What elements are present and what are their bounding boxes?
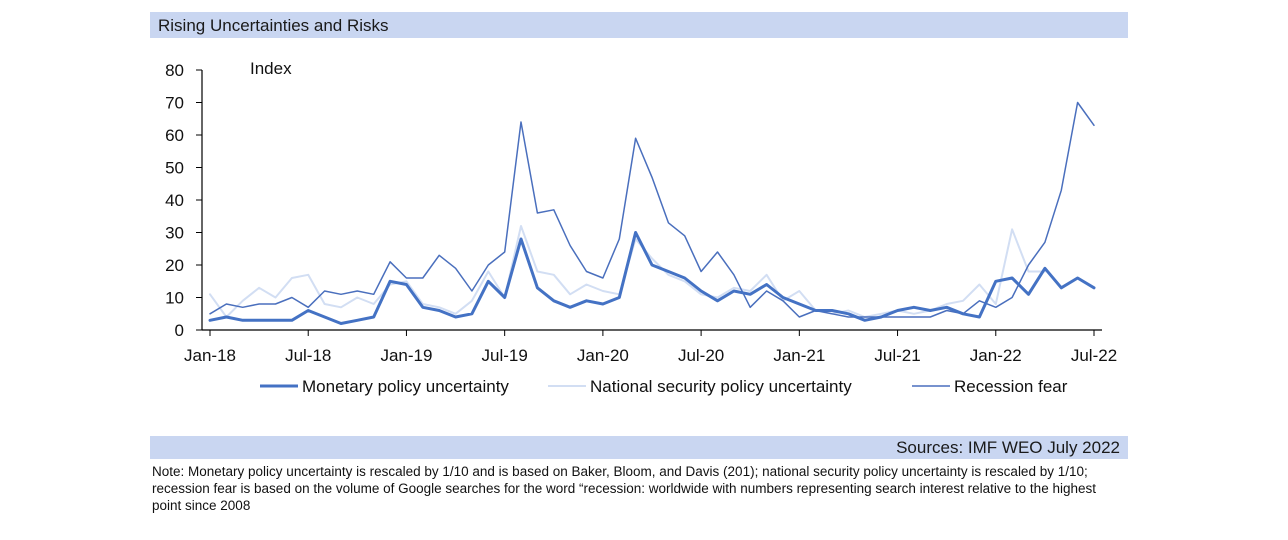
footnote: Note: Monetary policy uncertainty is res… xyxy=(152,464,1096,513)
y-tick-label: 50 xyxy=(165,159,184,178)
x-tick-label: Jul-22 xyxy=(1071,346,1117,365)
title-bar: Rising Uncertainties and Risks xyxy=(150,12,1128,38)
y-tick-label: 70 xyxy=(165,94,184,113)
x-tick-label: Jan-22 xyxy=(970,346,1022,365)
y-tick-label: 0 xyxy=(175,321,184,340)
line-chart: 0 10 20 30 40 50 60 70 80 Jan-18 Jul-18 Jan-19 Jul-1… xyxy=(165,59,1117,396)
y-axis-label: Index xyxy=(250,59,292,78)
x-tick-label: Jul-18 xyxy=(285,346,331,365)
series-line-monetary-policy-uncertainty xyxy=(208,231,1096,325)
source-text: Sources: IMF WEO July 2022 xyxy=(896,438,1120,457)
x-tick-label: Jan-21 xyxy=(773,346,825,365)
legend-label: National security policy uncertainty xyxy=(590,377,852,396)
x-tick-label: Jul-19 xyxy=(482,346,528,365)
x-tick-label: Jan-18 xyxy=(184,346,236,365)
source-bar: Sources: IMF WEO July 2022 xyxy=(150,436,1128,459)
y-tick-label: 20 xyxy=(165,256,184,275)
series-line-national-security-policy-uncertainty xyxy=(209,225,1046,318)
chart-title: Rising Uncertainties and Risks xyxy=(158,16,389,35)
y-tick-label: 10 xyxy=(165,289,184,308)
legend-label: Monetary policy uncertainty xyxy=(302,377,509,396)
y-tick-label: 60 xyxy=(165,126,184,145)
x-tick-label: Jan-19 xyxy=(380,346,432,365)
x-tick-label: Jul-21 xyxy=(874,346,920,365)
x-tick-label: Jul-20 xyxy=(678,346,724,365)
legend-label: Recession fear xyxy=(954,377,1068,396)
series-line-recession-fear xyxy=(209,101,1095,318)
x-tick-label: Jan-20 xyxy=(577,346,629,365)
y-tick-label: 40 xyxy=(165,191,184,210)
y-tick-label: 30 xyxy=(165,224,184,243)
y-tick-label: 80 xyxy=(165,61,184,80)
